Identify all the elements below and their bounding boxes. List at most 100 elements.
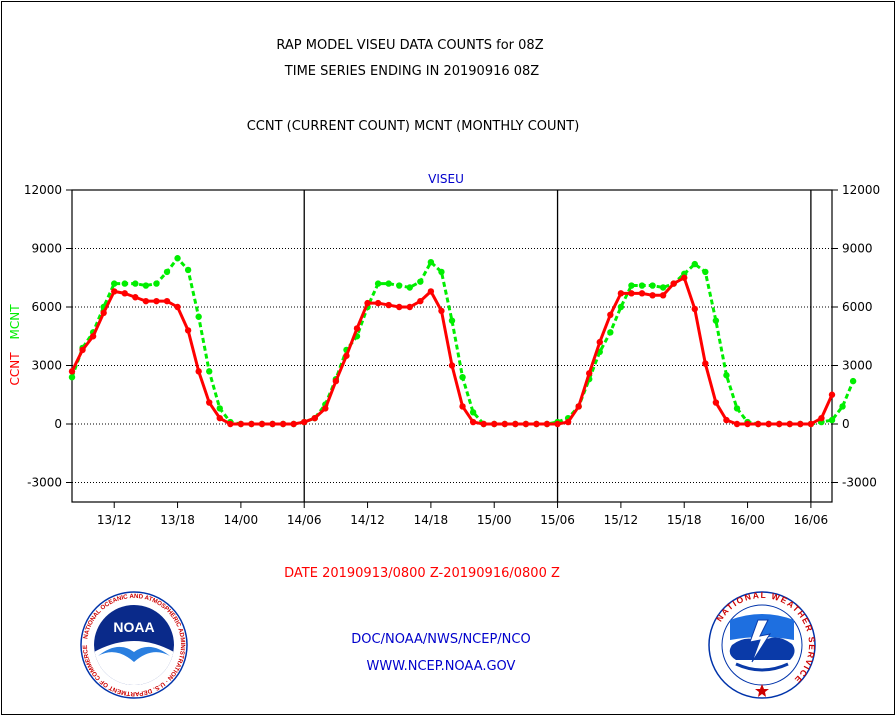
ccnt-series-point — [480, 420, 487, 428]
y-axis-label-mcnt: MCNT — [8, 304, 22, 340]
ccnt-series-point — [638, 290, 646, 297]
mcnt-series-point — [184, 266, 192, 274]
plot-area-border — [71, 189, 833, 503]
y-tick-label-right: 6000 — [842, 300, 873, 314]
x-tick-label: 16/06 — [794, 513, 829, 527]
x-tick-label: 15/18 — [667, 513, 702, 527]
ccnt-series-point — [733, 420, 741, 428]
mcnt-series-point — [121, 280, 128, 287]
ccnt-series-point — [670, 280, 677, 287]
ccnt-series-point — [417, 297, 424, 305]
ccnt-series-point — [153, 297, 160, 305]
ccnt-series-point — [184, 327, 192, 334]
mcnt-series-point — [68, 374, 76, 381]
ccnt-series-point — [206, 399, 213, 406]
mcnt-series-point — [216, 405, 223, 412]
mcnt-series-point — [206, 368, 213, 375]
ccnt-series-point — [100, 309, 107, 317]
ccnt-series-point — [163, 297, 171, 305]
ccnt-series-point — [121, 290, 128, 297]
noaa-logo: NOAA NATIONAL OCEANIC AND ATMOSPHERIC AD… — [80, 591, 188, 699]
ccnt-series-point — [776, 420, 783, 428]
ccnt-series-point — [754, 420, 762, 428]
y-tick-label-right: 12000 — [842, 183, 880, 197]
mcnt-series-line — [70, 256, 855, 426]
chart-title-line3: CCNT (CURRENT COUNT) MCNT (MONTHLY COUNT… — [246, 119, 580, 134]
ccnt-series-point — [396, 303, 403, 311]
mcnt-series-point — [438, 268, 445, 276]
mcnt-series-point — [396, 282, 403, 289]
ccnt-series-point — [543, 420, 551, 428]
mcnt-series-point — [448, 317, 456, 324]
ccnt-series-point — [311, 414, 318, 422]
ccnt-series-point — [111, 288, 118, 295]
ccnt-series-point — [142, 297, 150, 305]
ccnt-series-point — [132, 294, 139, 301]
y-tick-label-right: 9000 — [842, 242, 873, 256]
mcnt-series-point — [607, 329, 614, 336]
mcnt-series-point — [733, 405, 741, 412]
x-tick-label: 15/00 — [477, 513, 512, 527]
y-tick-label-right: -3000 — [842, 476, 877, 490]
ccnt-series-point — [279, 420, 287, 428]
mcnt-series-point — [638, 282, 646, 289]
ccnt-series-point — [512, 420, 519, 428]
mcnt-series-point — [628, 282, 635, 289]
ccnt-series-point — [564, 418, 572, 426]
ccnt-series-point — [744, 420, 751, 428]
ccnt-series-point — [195, 368, 202, 375]
mcnt-series-point — [712, 317, 720, 324]
ccnt-series-point — [248, 420, 255, 428]
ccnt-series-point — [385, 301, 392, 309]
ccnt-series-point — [269, 420, 276, 428]
ccnt-series-point — [649, 292, 656, 299]
ccnt-series-point — [617, 290, 625, 297]
ccnt-series-point — [353, 325, 361, 332]
mcnt-series-point — [163, 268, 171, 276]
ccnt-series-point — [575, 403, 582, 410]
ccnt-series-point — [459, 403, 466, 410]
mcnt-series-point — [649, 282, 656, 289]
ccnt-series-point — [501, 420, 508, 428]
ccnt-series-point — [723, 416, 730, 424]
mcnt-series-point — [153, 280, 160, 287]
mcnt-series-point — [617, 303, 625, 311]
y-tick-label-right: 3000 — [842, 359, 873, 373]
ccnt-series-point — [712, 399, 720, 406]
mcnt-series-point — [849, 377, 857, 385]
ccnt-series-point — [807, 420, 815, 428]
ccnt-series-point — [374, 299, 382, 307]
mcnt-series-point — [691, 260, 698, 268]
ccnt-series-point — [628, 290, 635, 297]
mcnt-series-point — [174, 255, 181, 262]
ccnt-series-point — [258, 420, 266, 428]
ccnt-series-point — [68, 368, 76, 375]
chart-title-line2: TIME SERIES ENDING IN 20190916 08Z — [284, 64, 540, 79]
ccnt-series-point — [79, 346, 86, 354]
ccnt-series-point — [554, 420, 561, 428]
ccnt-series-point — [797, 420, 804, 428]
url-label: WWW.NCEP.NOAA.GOV — [366, 659, 516, 674]
mcnt-series-point — [427, 258, 435, 266]
y-tick-label-left: -3000 — [27, 476, 62, 490]
ccnt-series-point — [818, 414, 825, 422]
ccnt-series-point — [828, 391, 836, 398]
mcnt-series-point — [839, 403, 846, 410]
mcnt-series-point — [828, 416, 836, 424]
ccnt-series-point — [765, 420, 772, 428]
ccnt-series-point — [786, 420, 793, 428]
chart-subtitle: VISEU — [428, 172, 464, 186]
mcnt-series-point — [195, 313, 202, 320]
ccnt-series-point — [533, 420, 540, 428]
x-tick-label: 14/12 — [350, 513, 385, 527]
x-tick-label: 13/12 — [97, 513, 132, 527]
ccnt-series-point — [491, 420, 498, 428]
mcnt-series-point — [417, 278, 424, 285]
mcnt-series-point — [111, 280, 118, 287]
ccnt-series-point — [438, 307, 445, 315]
ccnt-series-point — [174, 303, 181, 311]
x-tick-label: 14/00 — [224, 513, 259, 527]
y-tick-label-left: 0 — [54, 417, 62, 431]
